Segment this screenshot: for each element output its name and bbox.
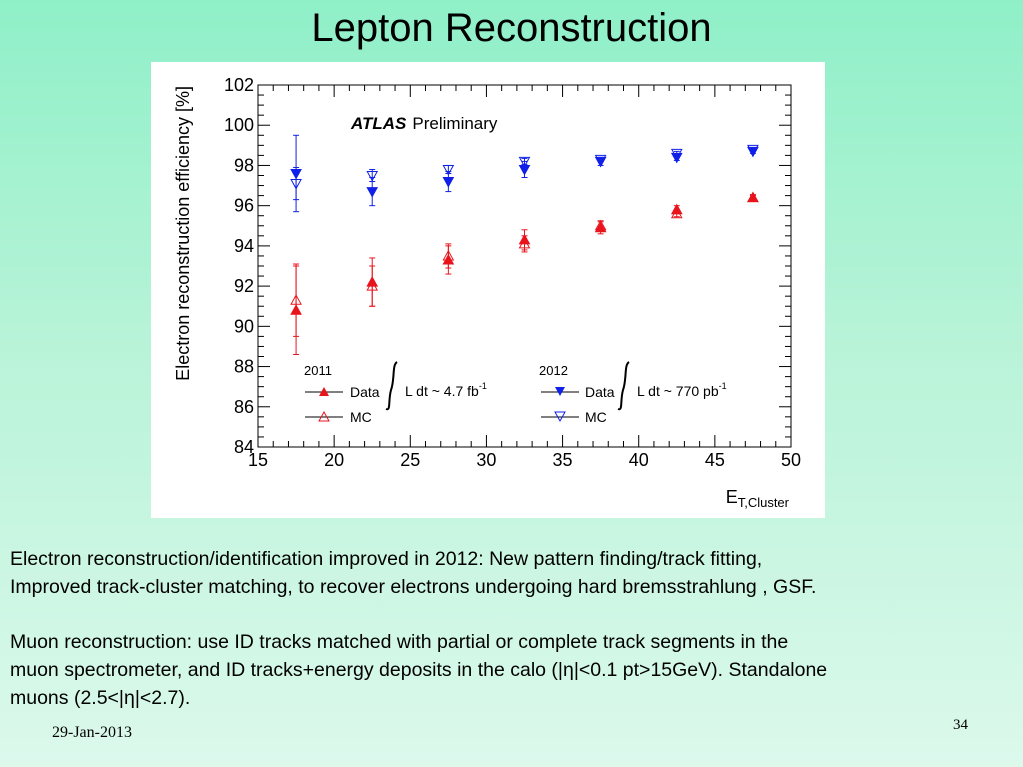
data-point — [366, 187, 379, 198]
x-tick-label: 30 — [476, 450, 496, 470]
x-tick-label: 35 — [553, 450, 573, 470]
data-point — [670, 148, 683, 160]
page-number: 34 — [953, 717, 968, 733]
data-point — [366, 171, 379, 182]
paragraph-line: Improved track-cluster matching, to reco… — [10, 576, 817, 598]
paragraph-line: Electron reconstruction/identification i… — [10, 548, 763, 570]
x-tick-label: 40 — [629, 450, 649, 470]
paragraph-muon: Muon reconstruction: use ID tracks match… — [10, 628, 1010, 712]
legend-2011-data-marker — [319, 387, 329, 396]
y-tick-label: 88 — [234, 357, 254, 377]
x-axis-title: ET,Cluster — [726, 487, 790, 510]
legend-2011-lumi-exp: -1 — [479, 381, 487, 391]
y-tick-label: 84 — [234, 437, 254, 457]
chart-svg: 15 20 25 30 35 40 45 50 84 86 88 90 92 94 96 98 100 102 E… — [173, 75, 801, 510]
y-tick-label: 96 — [234, 196, 254, 216]
legend-2011-lumi: L dt ~ 4.7 fb-1 — [405, 381, 487, 399]
atlas-label-bold: ATLAS — [350, 114, 407, 133]
data-point — [442, 164, 455, 176]
paragraph-line: muons (2.5<|η|<2.7). — [10, 687, 191, 709]
series-2011-mc — [290, 191, 759, 337]
y-tick-label: 100 — [224, 115, 254, 135]
slide-title: Lepton Reconstruction — [311, 6, 712, 50]
y-axis-title: Electron reconstruction efficiency [%] — [173, 86, 193, 381]
paragraph-electron: Electron reconstruction/identification i… — [10, 545, 1010, 601]
data-point — [518, 156, 531, 168]
data-point — [290, 294, 302, 305]
x-axis-title-main: E — [726, 487, 738, 507]
x-tick-label: 45 — [705, 450, 725, 470]
y-tick-label: 90 — [234, 316, 254, 336]
legend-2012-lumi: L dt ~ 770 pb-1 — [637, 381, 727, 399]
legend: 2011 Data MC L dt ~ 4.7 fb-1 2012 Data M… — [304, 361, 727, 425]
x-tick-label: 50 — [781, 450, 801, 470]
y-tick-label: 98 — [234, 155, 254, 175]
paragraph-line: muon spectrometer, and ID tracks+energy … — [10, 659, 828, 681]
ticks-layer: 15 20 25 30 35 40 45 50 84 86 88 90 92 94 96 98 100 102 — [224, 75, 801, 470]
atlas-label: ATLAS Preliminary — [350, 114, 498, 133]
legend-2012-mc-label: MC — [585, 409, 607, 425]
data-point — [594, 219, 607, 231]
data-point — [442, 177, 455, 188]
x-axis-title-sub: T,Cluster — [738, 495, 790, 510]
y-tick-label: 92 — [234, 276, 254, 296]
legend-2012-data-marker — [555, 387, 565, 396]
series-2012-mc — [290, 144, 759, 201]
x-tick-label: 15 — [248, 450, 268, 470]
data-point — [366, 280, 379, 291]
legend-2011-mc-label: MC — [350, 409, 372, 425]
legend-2012-header: 2012 — [539, 363, 568, 378]
data-point — [442, 249, 455, 261]
data-point — [670, 207, 683, 219]
y-tick-label: 86 — [234, 397, 254, 417]
efficiency-chart: 15 20 25 30 35 40 45 50 84 86 88 90 92 94 96 98 100 102 E… — [151, 62, 825, 518]
data-point — [290, 179, 302, 190]
legend-2012-lumi-text: L dt ~ 770 pb — [637, 383, 719, 399]
atlas-label-preliminary: Preliminary — [412, 114, 498, 133]
data-point — [747, 191, 759, 203]
x-tick-label: 20 — [324, 450, 344, 470]
series-2011-data — [290, 191, 759, 355]
legend-2012-data-label: Data — [585, 384, 615, 400]
series-2012-data — [290, 134, 759, 213]
legend-2012-integral-sign — [617, 361, 630, 411]
data-point — [594, 154, 607, 166]
data-point — [747, 144, 759, 156]
paragraph-line: Muon reconstruction: use ID tracks match… — [10, 631, 789, 653]
y-tick-label: 94 — [234, 236, 254, 256]
legend-2012-lumi-exp: -1 — [719, 381, 727, 391]
legend-2011-lumi-text: L dt ~ 4.7 fb — [405, 383, 479, 399]
x-tick-label: 25 — [400, 450, 420, 470]
legend-2012-mc-marker — [554, 411, 566, 423]
legend-2011-integral-sign — [385, 361, 398, 411]
y-tick-label: 102 — [224, 75, 254, 95]
legend-2011-data-label: Data — [350, 384, 380, 400]
footer-date: 29-Jan-2013 — [52, 724, 132, 741]
data-point — [518, 237, 531, 249]
points-layer — [290, 134, 759, 355]
legend-2011-mc-marker — [318, 410, 330, 422]
legend-2011-header: 2011 — [304, 363, 332, 378]
